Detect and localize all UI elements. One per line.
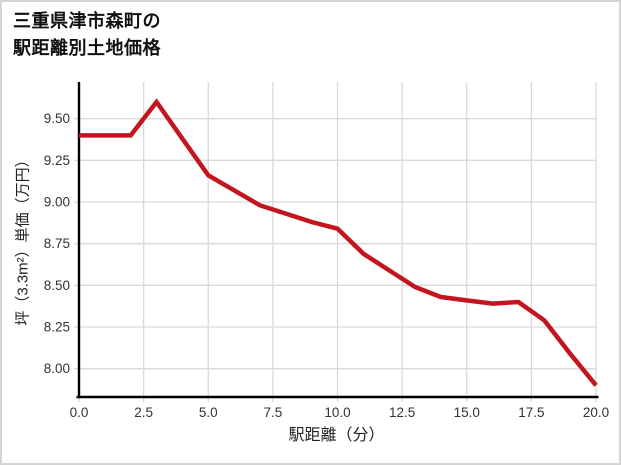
x-tick-label: 20.0 bbox=[583, 405, 609, 420]
y-tick-label: 8.75 bbox=[44, 236, 70, 251]
y-tick-label: 9.50 bbox=[44, 111, 70, 126]
x-tick-label: 2.5 bbox=[134, 405, 153, 420]
x-tick-label: 0.0 bbox=[70, 405, 89, 420]
x-tick-label: 17.5 bbox=[518, 405, 544, 420]
x-tick-label: 15.0 bbox=[454, 405, 480, 420]
x-axis-label: 駅距離（分） bbox=[288, 427, 385, 444]
x-tick-label: 7.5 bbox=[263, 405, 282, 420]
y-tick-label: 8.00 bbox=[44, 361, 70, 376]
y-axis-label: 坪（3.3m²）単価（万円） bbox=[14, 152, 32, 326]
chart-title: 三重県津市森町の 駅距離別土地価格 bbox=[13, 8, 161, 62]
x-tick-label: 12.5 bbox=[389, 405, 415, 420]
y-tick-label: 9.25 bbox=[44, 153, 70, 168]
chart-title-line-2: 駅距離別土地価格 bbox=[13, 38, 161, 58]
y-tick-label: 9.00 bbox=[44, 195, 70, 210]
y-tick-label: 8.25 bbox=[44, 320, 70, 335]
y-tick-label: 8.50 bbox=[44, 278, 70, 293]
chart-title-line-1: 三重県津市森町の bbox=[13, 11, 161, 31]
price-line-series bbox=[79, 98, 598, 387]
x-tick-label: 5.0 bbox=[199, 405, 218, 420]
x-tick-label: 10.0 bbox=[324, 405, 350, 420]
